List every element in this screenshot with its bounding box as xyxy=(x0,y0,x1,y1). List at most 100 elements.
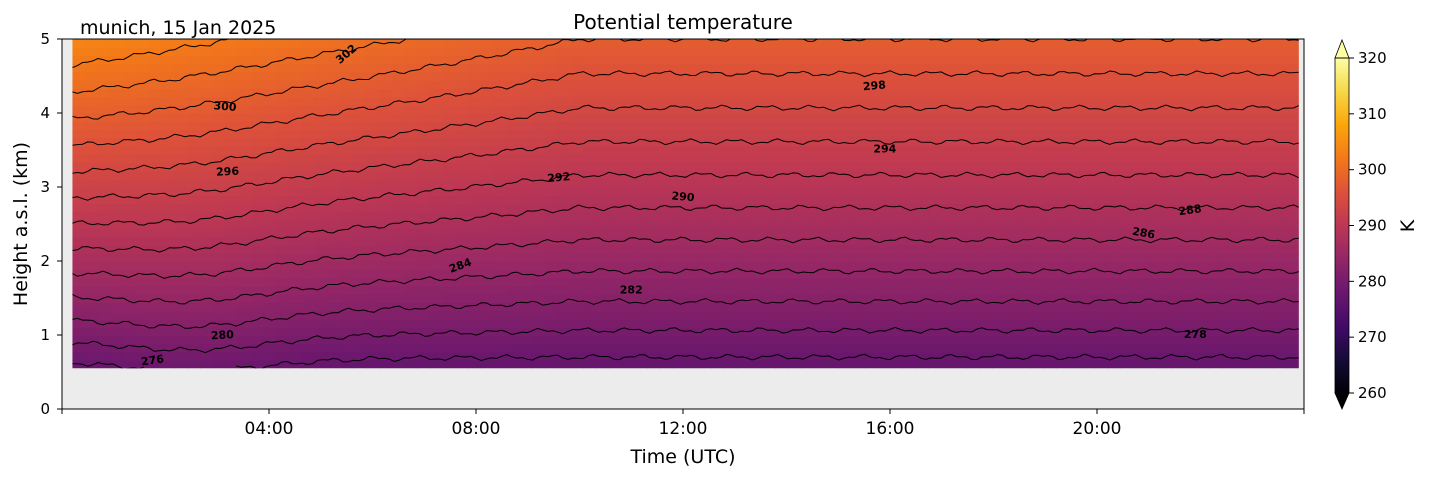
field-cell xyxy=(851,178,866,188)
field-cell xyxy=(161,285,176,295)
field-cell xyxy=(1171,228,1185,238)
field-cell xyxy=(1273,178,1287,188)
field-cell xyxy=(1081,47,1096,57)
field-cell xyxy=(1132,220,1147,229)
field-cell xyxy=(953,220,968,229)
field-cell xyxy=(353,269,367,279)
field-cell xyxy=(877,129,891,139)
field-cell xyxy=(941,80,955,89)
field-cell xyxy=(123,170,137,180)
field-cell xyxy=(1273,195,1287,205)
field-cell xyxy=(1056,195,1070,205)
field-cell xyxy=(506,327,521,336)
field-cell xyxy=(417,220,431,229)
field-cell xyxy=(992,335,1006,345)
field-cell xyxy=(212,55,227,65)
field-cell xyxy=(698,129,712,139)
field-cell xyxy=(1247,104,1262,114)
field-cell xyxy=(481,203,495,213)
field-cell xyxy=(890,228,904,238)
field-cell xyxy=(289,162,303,172)
field-cell xyxy=(417,137,431,147)
field-cell xyxy=(634,244,648,254)
field-cell xyxy=(647,154,661,164)
field-cell xyxy=(902,335,917,345)
field-cell xyxy=(391,220,406,229)
field-cell xyxy=(455,244,469,254)
field-cell xyxy=(187,113,201,122)
field-cell xyxy=(225,302,240,312)
field-cell xyxy=(838,137,853,147)
field-cell xyxy=(1004,88,1019,98)
field-cell xyxy=(430,244,444,254)
field-cell xyxy=(1273,294,1287,304)
field-cell xyxy=(417,351,431,361)
field-cell xyxy=(915,253,929,262)
field-cell xyxy=(72,71,86,81)
field-cell xyxy=(864,154,878,164)
field-cell xyxy=(1056,351,1070,361)
field-cell xyxy=(519,104,533,114)
field-cell xyxy=(468,187,482,197)
field-cell xyxy=(493,261,508,271)
field-cell xyxy=(992,244,1006,254)
field-cell xyxy=(775,195,789,205)
field-cell xyxy=(890,129,904,139)
field-cell xyxy=(97,203,112,213)
field-cell xyxy=(800,129,814,139)
field-cell xyxy=(1056,88,1070,98)
field-cell xyxy=(161,129,176,139)
field-cell xyxy=(212,113,227,122)
field-cell xyxy=(851,343,866,353)
field-cell xyxy=(1234,162,1249,172)
field-cell xyxy=(749,195,763,205)
field-cell xyxy=(660,154,674,164)
field-cell xyxy=(992,137,1006,147)
field-cell xyxy=(928,310,942,320)
field-cell xyxy=(992,351,1006,361)
field-cell xyxy=(506,129,521,139)
field-cell xyxy=(813,195,827,205)
field-cell xyxy=(864,302,878,312)
field-cell xyxy=(698,113,712,122)
field-cell xyxy=(289,137,303,147)
field-cell xyxy=(953,146,968,155)
field-cell xyxy=(660,96,674,106)
field-cell xyxy=(1043,129,1057,139)
field-cell xyxy=(928,96,942,106)
field-cell xyxy=(1209,187,1223,197)
field-cell xyxy=(302,187,316,197)
field-cell xyxy=(992,310,1006,320)
field-cell xyxy=(634,228,648,238)
field-cell xyxy=(238,154,252,164)
field-cell xyxy=(174,162,188,172)
field-cell xyxy=(1196,187,1210,197)
field-cell xyxy=(647,220,661,229)
field-cell xyxy=(251,154,265,164)
field-cell xyxy=(391,146,406,155)
field-cell xyxy=(660,285,674,295)
field-cell xyxy=(775,71,789,81)
field-cell xyxy=(596,137,610,147)
field-cell xyxy=(1196,137,1210,147)
field-cell xyxy=(110,39,125,48)
field-cell xyxy=(787,195,802,205)
field-cell xyxy=(979,80,993,89)
field-cell xyxy=(545,104,559,114)
field-cell xyxy=(966,261,981,271)
field-cell xyxy=(353,285,367,295)
field-cell xyxy=(1145,211,1159,221)
field-cell xyxy=(251,285,265,295)
field-cell xyxy=(251,261,265,271)
field-cell xyxy=(1222,302,1236,312)
field-cell xyxy=(890,187,904,197)
field-cell xyxy=(660,137,674,147)
field-cell xyxy=(404,220,418,229)
field-cell xyxy=(608,277,623,287)
field-cell xyxy=(85,236,99,246)
field-cell xyxy=(430,360,444,369)
field-cell xyxy=(660,244,674,254)
field-cell xyxy=(1094,55,1108,65)
field-cell xyxy=(775,121,789,131)
field-cell xyxy=(826,220,840,229)
